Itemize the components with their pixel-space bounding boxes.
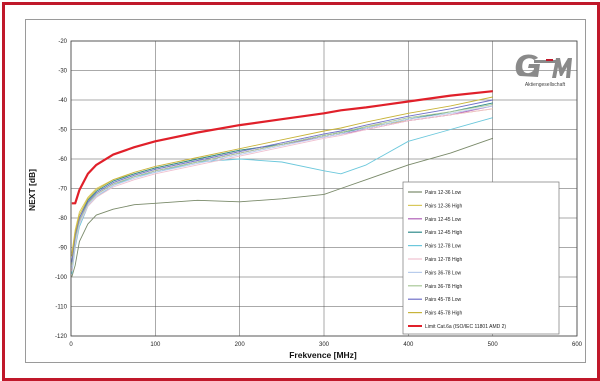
series-line bbox=[71, 108, 493, 272]
legend-entry: Pairs 12-78 High bbox=[425, 257, 462, 263]
x-axis-label: Frekvence [MHz] bbox=[289, 350, 357, 360]
legend-entry: Pairs 12-45 Low bbox=[425, 217, 462, 223]
x-tick-label: 300 bbox=[319, 342, 330, 348]
legend-entry: Pairs 12-36 Low bbox=[425, 190, 462, 196]
y-tick-label: -110 bbox=[55, 305, 67, 311]
legend-entry: Limit Cat.6a (ISO/IEC 11801 AMD 2) bbox=[425, 324, 506, 330]
legend-entry: Pairs 36-78 Low bbox=[425, 270, 462, 276]
y-axis-label: NEXT [dB] bbox=[27, 169, 37, 211]
x-tick-label: 200 bbox=[235, 342, 246, 348]
y-tick-label: -70 bbox=[58, 187, 67, 193]
legend-entry: Pairs 12-45 High bbox=[425, 230, 462, 236]
legend-entry: Pairs 45-78 Low bbox=[425, 297, 462, 303]
series-line bbox=[71, 90, 493, 205]
series-line bbox=[71, 103, 493, 266]
x-tick-label: 400 bbox=[403, 342, 414, 348]
x-tick-label: 500 bbox=[488, 342, 499, 348]
tick-labels: 0 100 200 300 400 500 600 -20 -30 -40 -50 -60 -70 -80… bbox=[55, 39, 583, 348]
y-tick-label: -80 bbox=[58, 216, 67, 222]
legend-entry: Pairs 12-78 Low bbox=[425, 244, 462, 250]
series-line bbox=[71, 137, 493, 278]
legend-box bbox=[402, 181, 560, 335]
series-lines bbox=[71, 90, 493, 278]
chart-panel: 0 100 200 300 400 500 600 -20 -30 -40 -50 -60 -70 -80… bbox=[25, 19, 586, 363]
legend-entry: Pairs 45-78 High bbox=[425, 311, 462, 317]
legend: Pairs 12-36 Low Pairs 12-36 High Pairs 12-… bbox=[402, 181, 560, 335]
y-tick-label: -120 bbox=[55, 334, 68, 340]
next-chart: 0 100 200 300 400 500 600 -20 -30 -40 -50 -60 -70 -80… bbox=[27, 39, 583, 360]
x-tick-label: 600 bbox=[572, 342, 583, 348]
y-tick-label: -40 bbox=[58, 98, 67, 104]
y-tick-label: -20 bbox=[58, 39, 67, 45]
x-tick-label: 0 bbox=[69, 342, 73, 348]
logo-g-icon bbox=[515, 54, 540, 77]
series-line bbox=[71, 96, 493, 257]
series-line bbox=[71, 99, 493, 263]
x-tick-label: 100 bbox=[150, 342, 161, 348]
logo-m-icon bbox=[552, 58, 572, 78]
y-tick-label: -30 bbox=[58, 69, 67, 75]
logo-h-bar bbox=[534, 60, 560, 63]
y-tick-label: -90 bbox=[58, 246, 67, 252]
y-tick-label: -100 bbox=[55, 275, 68, 281]
ghm-logo: Aktiengesellschaft bbox=[515, 54, 572, 88]
y-tick-label: -50 bbox=[58, 128, 67, 134]
legend-entry: Pairs 12-36 High bbox=[425, 203, 462, 209]
logo-text: Aktiengesellschaft bbox=[525, 82, 566, 88]
series-line bbox=[71, 105, 493, 269]
y-tick-label: -60 bbox=[58, 157, 67, 163]
legend-entry: Pairs 36-78 High bbox=[425, 284, 462, 290]
logo-red-accent bbox=[546, 59, 553, 61]
